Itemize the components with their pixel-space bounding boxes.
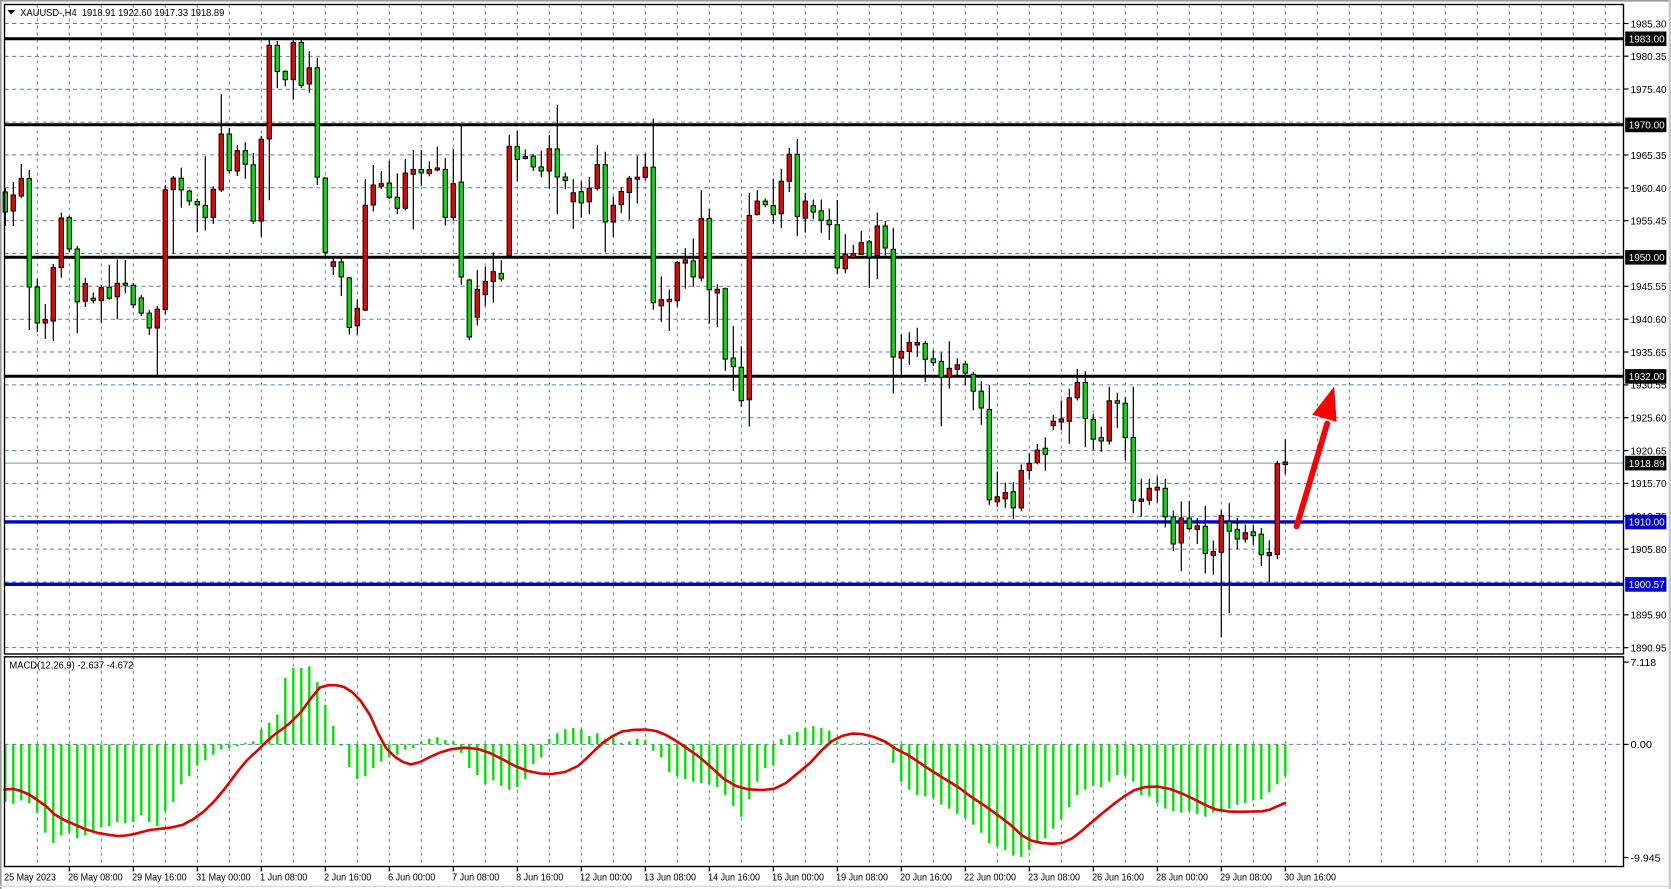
- svg-text:1900.57: 1900.57: [1629, 579, 1665, 591]
- svg-text:7 Jun 08:00: 7 Jun 08:00: [452, 872, 499, 884]
- svg-text:19 Jun 08:00: 19 Jun 08:00: [836, 872, 888, 884]
- svg-text:XAUUSD-,H4 1918.91 1922.60 19: XAUUSD-,H4 1918.91 1922.60 1917.33 1918.…: [20, 7, 224, 19]
- svg-text:1983.00: 1983.00: [1629, 34, 1665, 46]
- svg-text:1945.55: 1945.55: [1631, 281, 1667, 293]
- svg-text:1970.00: 1970.00: [1629, 120, 1665, 132]
- svg-text:1920.65: 1920.65: [1631, 445, 1667, 457]
- svg-text:6 Jun 00:00: 6 Jun 00:00: [388, 872, 435, 884]
- svg-text:0.00: 0.00: [1631, 739, 1653, 751]
- svg-text:23 Jun 08:00: 23 Jun 08:00: [1028, 872, 1080, 884]
- svg-text:26 Jun 16:00: 26 Jun 16:00: [1092, 872, 1144, 884]
- svg-text:1955.45: 1955.45: [1631, 216, 1667, 228]
- svg-text:14 Jun 16:00: 14 Jun 16:00: [708, 872, 760, 884]
- svg-text:1925.60: 1925.60: [1631, 413, 1667, 425]
- svg-text:12 Jun 00:00: 12 Jun 00:00: [580, 872, 632, 884]
- svg-text:1975.40: 1975.40: [1631, 84, 1667, 96]
- svg-text:MACD(12,26,9) -2.637 -4.672: MACD(12,26,9) -2.637 -4.672: [9, 659, 133, 671]
- svg-text:1985.30: 1985.30: [1631, 18, 1667, 30]
- svg-text:1895.90: 1895.90: [1631, 610, 1667, 622]
- svg-text:1 Jun 08:00: 1 Jun 08:00: [260, 872, 307, 884]
- svg-text:1965.35: 1965.35: [1631, 150, 1667, 162]
- svg-text:8 Jun 16:00: 8 Jun 16:00: [516, 872, 563, 884]
- svg-text:1915.70: 1915.70: [1631, 478, 1667, 490]
- svg-text:22 Jun 00:00: 22 Jun 00:00: [964, 872, 1016, 884]
- svg-text:-9.945: -9.945: [1631, 852, 1661, 864]
- svg-text:1980.35: 1980.35: [1631, 51, 1667, 63]
- svg-text:25 May 2023: 25 May 2023: [4, 872, 56, 884]
- svg-text:2 Jun 16:00: 2 Jun 16:00: [324, 872, 371, 884]
- svg-text:7.118: 7.118: [1631, 657, 1657, 669]
- svg-text:1950.00: 1950.00: [1629, 252, 1665, 264]
- svg-text:30 Jun 16:00: 30 Jun 16:00: [1284, 872, 1336, 884]
- svg-text:29 May 16:00: 29 May 16:00: [132, 872, 187, 884]
- svg-text:31 May 00:00: 31 May 00:00: [196, 872, 251, 884]
- svg-text:16 Jun 00:00: 16 Jun 00:00: [772, 872, 824, 884]
- svg-text:1935.65: 1935.65: [1631, 347, 1667, 359]
- svg-text:29 Jun 08:00: 29 Jun 08:00: [1220, 872, 1272, 884]
- svg-text:1918.89: 1918.89: [1629, 458, 1665, 470]
- svg-text:13 Jun 08:00: 13 Jun 08:00: [644, 872, 696, 884]
- svg-text:26 May 08:00: 26 May 08:00: [68, 872, 123, 884]
- svg-text:28 Jun 00:00: 28 Jun 00:00: [1156, 872, 1208, 884]
- svg-text:1905.80: 1905.80: [1631, 544, 1667, 556]
- svg-text:1930.55: 1930.55: [1631, 380, 1667, 392]
- svg-text:1910.00: 1910.00: [1629, 517, 1665, 529]
- svg-text:20 Jun 16:00: 20 Jun 16:00: [900, 872, 952, 884]
- svg-text:1890.95: 1890.95: [1631, 643, 1667, 655]
- svg-text:1940.60: 1940.60: [1631, 314, 1667, 326]
- svg-text:1960.40: 1960.40: [1631, 183, 1667, 195]
- svg-text:1932.00: 1932.00: [1629, 371, 1665, 383]
